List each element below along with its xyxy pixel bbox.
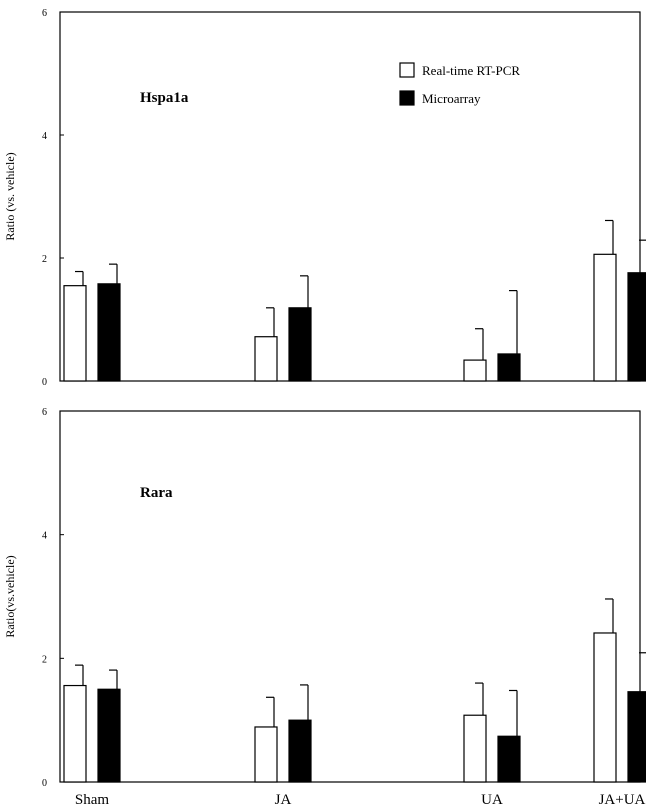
bar-microarray [97, 688, 121, 783]
x-category-label: JA+UA [599, 792, 646, 808]
legend: Real-time RT-PCR Microarray [399, 62, 520, 106]
y-tick-label: 6 [42, 407, 47, 418]
bar-microarray [627, 272, 646, 382]
bar-rtpcr [463, 359, 487, 382]
y-tick-label: 6 [42, 8, 47, 19]
x-category-label: UA [481, 792, 503, 808]
x-category-label: JA [275, 792, 292, 808]
bar-rtpcr [593, 632, 617, 783]
chart-panel-1: 0 2 4 6 Ratio (vs. vehicle) Hspa1a Real-time R… [3, 8, 646, 388]
y-tick-label: 0 [42, 377, 47, 388]
bar-microarray [497, 353, 521, 382]
bar-rtpcr [63, 285, 87, 382]
chart-panel-2: 0 2 4 6 Ratio(vs.vehicle) Rara Sham JA UA JA+UA [3, 407, 646, 808]
bar-rtpcr [63, 684, 87, 783]
bar-rtpcr [593, 253, 617, 382]
legend-swatch [399, 90, 415, 106]
bar-microarray [288, 307, 312, 382]
chart-title: Hspa1a [140, 90, 189, 106]
bar-rtpcr [254, 726, 278, 783]
plot-frame [59, 11, 641, 382]
legend-label: Real-time RT-PCR [422, 63, 520, 78]
bar-rtpcr [463, 714, 487, 783]
legend-label: Microarray [422, 91, 481, 106]
plot-frame [59, 410, 641, 783]
y-tick-label: 2 [42, 254, 47, 265]
y-tick-label: 4 [42, 531, 47, 542]
legend-swatch [399, 62, 415, 78]
chart-title: Rara [140, 485, 173, 501]
y-tick-label: 0 [42, 778, 47, 789]
y-axis-label: Ratio (vs. vehicle) [3, 152, 17, 240]
y-tick-label: 2 [42, 654, 47, 665]
bar-rtpcr [254, 336, 278, 382]
bar-microarray [288, 719, 312, 783]
bar-microarray [497, 735, 521, 783]
y-axis-label: Ratio(vs.vehicle) [3, 555, 17, 637]
x-category-label: Sham [75, 792, 110, 808]
bar-microarray [97, 283, 121, 382]
y-tick-label: 4 [42, 131, 47, 142]
bar-microarray [627, 691, 646, 783]
